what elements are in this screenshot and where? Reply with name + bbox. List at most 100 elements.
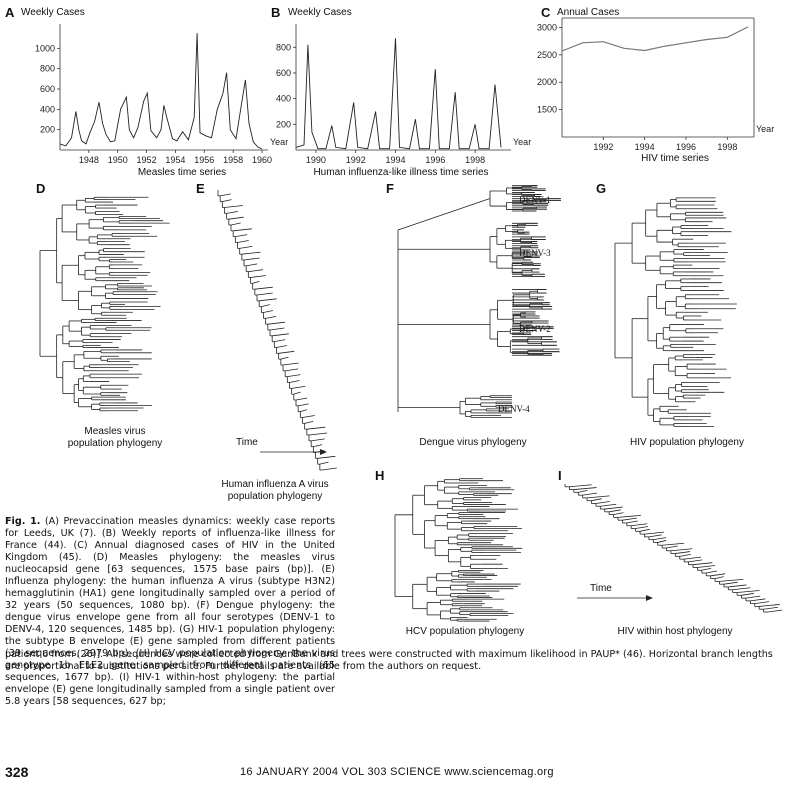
hiv-within-host-tree-twig (697, 565, 716, 568)
panel-g-letter: G (596, 181, 607, 196)
panel-h-letter: H (375, 468, 385, 483)
influenza-tree-twig (246, 263, 258, 267)
panel-b-y-tick-label: 200 (276, 119, 291, 129)
influenza-tree-twig (280, 356, 289, 360)
panel-a-caption: Measles time series (137, 167, 227, 178)
influenza-tree-twig (278, 350, 295, 354)
panel-b-series-line (295, 38, 502, 150)
influenza-tree-twig (220, 193, 231, 197)
influenza-tree-twig (252, 280, 260, 284)
panel-b-caption: Human influenza-like illness time series (313, 167, 489, 178)
panel-f-caption: Dengue virus phylogeny (419, 437, 527, 448)
influenza-tree-twig (265, 315, 277, 319)
hiv-within-host-tree-twig (675, 551, 691, 554)
hiv-within-host-tree-twig (569, 484, 592, 488)
panel-c-y-tick-label: 3000 (537, 22, 557, 32)
influenza-tree-twig (256, 292, 273, 296)
issue-line: 16 JANUARY 2004 VOL 303 SCIENCE www.scie… (240, 766, 554, 778)
hiv-within-host-tree-twig (745, 595, 761, 599)
panel-a-y-tick-label: 800 (40, 64, 55, 74)
influenza-tree-twig (272, 333, 289, 337)
influenza-tree-twig (293, 391, 301, 395)
panel-a-x-tick-label: 1950 (108, 155, 128, 165)
hiv-within-host-tree-twig (613, 512, 624, 516)
hiv-within-host-tree-twig (631, 523, 648, 527)
panel-c-letter: C (541, 5, 551, 20)
panel-c-y-tick-label: 1500 (537, 105, 557, 115)
influenza-tree-twig (241, 251, 261, 255)
panel-c-x-label: Year (756, 124, 774, 134)
panel-a-x-tick-label: 1948 (79, 155, 99, 165)
influenza-tree-twig (235, 234, 248, 238)
influenza-tree-twig (239, 245, 253, 249)
panel-a-y-tick-label: 200 (40, 125, 55, 135)
influenza-tree-twig (300, 409, 308, 413)
influenza-time-series-chart: 200 400 600 800 1990 1992 1994 1996 1998 Year (276, 24, 531, 165)
panel-e-letter: E (196, 181, 205, 196)
panel-b-ylabel: Weekly Cases (288, 7, 352, 18)
influenza-tree-twig (291, 385, 306, 389)
influenza-tree-twig (304, 420, 314, 424)
hiv-within-host-time-arrowhead (646, 595, 653, 601)
influenza-tree-twig (289, 380, 300, 383)
panel-d-caption: Measles virus population phylogeny (50, 426, 180, 450)
influenza-tree-twig (237, 240, 249, 243)
panel-a-x-label: Year (270, 137, 288, 147)
hiv-within-host-tree-twig (759, 604, 780, 607)
hiv-within-host-tree-twig (719, 578, 744, 582)
panel-e-caption-line2: population phylogeny (227, 491, 323, 502)
hiv-within-host-tree-twig (639, 528, 650, 532)
hiv-within-host-tree-twig (662, 542, 685, 546)
influenza-tree-twig (321, 467, 337, 471)
influenza-time-arrowhead (320, 449, 327, 455)
hiv-within-host-tree-twig (701, 567, 712, 571)
hiv-within-host-tree-twig (644, 531, 665, 535)
panel-b-y-tick-label: 400 (276, 94, 291, 104)
panel-b-x-tick-label: 1992 (346, 155, 366, 165)
influenza-tree-twig (267, 321, 286, 325)
hiv-within-host-tree-twig (635, 526, 649, 529)
hiv-within-host-tree-twig (622, 517, 637, 521)
page-footer: 328 16 JANUARY 2004 VOL 303 SCIENCE www.… (0, 762, 796, 786)
hiv-within-host-tree-twig (679, 553, 691, 557)
influenza-tree-twig (285, 368, 299, 372)
hiv-within-host-tree-twig (723, 581, 738, 585)
panel-c-series-line (561, 26, 749, 52)
panel-a-y-tick-label: 400 (40, 104, 55, 114)
hiv-within-host-tree-twig (692, 562, 713, 566)
panel-c-x-tick-label: 1994 (635, 142, 655, 152)
panel-e-caption: Human influenza A virus population phylo… (200, 479, 350, 503)
panel-b-y-tick-label: 600 (276, 68, 291, 78)
dengue-clade-stem (397, 198, 491, 231)
denv-2-label: DENV-2 (519, 324, 551, 334)
hiv-within-host-tree-twig (591, 498, 602, 502)
panel-b-x-tick-label: 1994 (386, 155, 406, 165)
hiv-within-host-tree-twig (670, 548, 693, 552)
page-number: 328 (5, 764, 29, 780)
influenza-tree-twig (282, 362, 299, 366)
panel-e-time-label: Time (236, 437, 258, 448)
panel-c-y-tick-label: 2000 (537, 77, 557, 87)
figure-caption: Fig. 1. (A) Prevaccination measles dynam… (5, 516, 335, 708)
panel-b-x-label: Year (513, 137, 531, 147)
hiv-within-host-tree-twig (595, 501, 610, 504)
hiv-within-host-tree-twig (600, 503, 617, 507)
influenza-tree-twig (313, 444, 323, 448)
panel-c-y-tick-label: 2500 (537, 50, 557, 60)
influenza-tree-twig (295, 397, 308, 401)
hiv-within-host-tree-twig (714, 576, 724, 579)
influenza-tree-twig (261, 304, 270, 308)
hiv-within-host-tree-twig (737, 590, 760, 593)
panel-b-x-tick-label: 1996 (425, 155, 445, 165)
panel-g-caption: HIV population phylogeny (630, 437, 744, 448)
influenza-tree-twig (233, 228, 252, 232)
influenza-tree-twig (259, 298, 277, 302)
panel-h-caption: HCV population phylogeny (405, 626, 525, 637)
influenza-tree-twig (308, 432, 328, 436)
figure-label: Fig. 1. (5, 516, 41, 527)
hiv-within-host-tree-twig (767, 609, 783, 613)
panel-a-x-tick-label: 1952 (137, 155, 157, 165)
panel-a-x-tick-label: 1956 (194, 155, 214, 165)
panel-a-y-tick-label: 600 (40, 84, 55, 94)
influenza-tree-twig (228, 216, 244, 220)
